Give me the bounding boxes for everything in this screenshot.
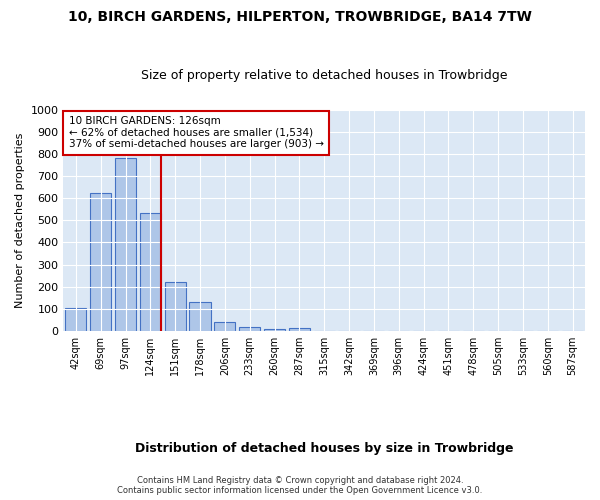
Bar <box>140 212 161 331</box>
Text: 10, BIRCH GARDENS, HILPERTON, TROWBRIDGE, BA14 7TW: 10, BIRCH GARDENS, HILPERTON, TROWBRIDGE… <box>68 10 532 24</box>
Bar <box>239 328 260 331</box>
X-axis label: Distribution of detached houses by size in Trowbridge: Distribution of detached houses by size … <box>135 442 514 455</box>
Bar <box>289 328 310 331</box>
Bar <box>115 158 136 331</box>
Title: Size of property relative to detached houses in Trowbridge: Size of property relative to detached ho… <box>141 69 508 82</box>
Y-axis label: Number of detached properties: Number of detached properties <box>15 132 25 308</box>
Bar <box>164 282 186 331</box>
Bar <box>264 329 285 331</box>
Bar <box>90 193 111 331</box>
Text: Contains HM Land Registry data © Crown copyright and database right 2024.
Contai: Contains HM Land Registry data © Crown c… <box>118 476 482 495</box>
Text: 10 BIRCH GARDENS: 126sqm
← 62% of detached houses are smaller (1,534)
37% of sem: 10 BIRCH GARDENS: 126sqm ← 62% of detach… <box>68 116 323 150</box>
Bar <box>214 322 235 331</box>
Bar <box>65 308 86 331</box>
Bar <box>190 302 211 331</box>
